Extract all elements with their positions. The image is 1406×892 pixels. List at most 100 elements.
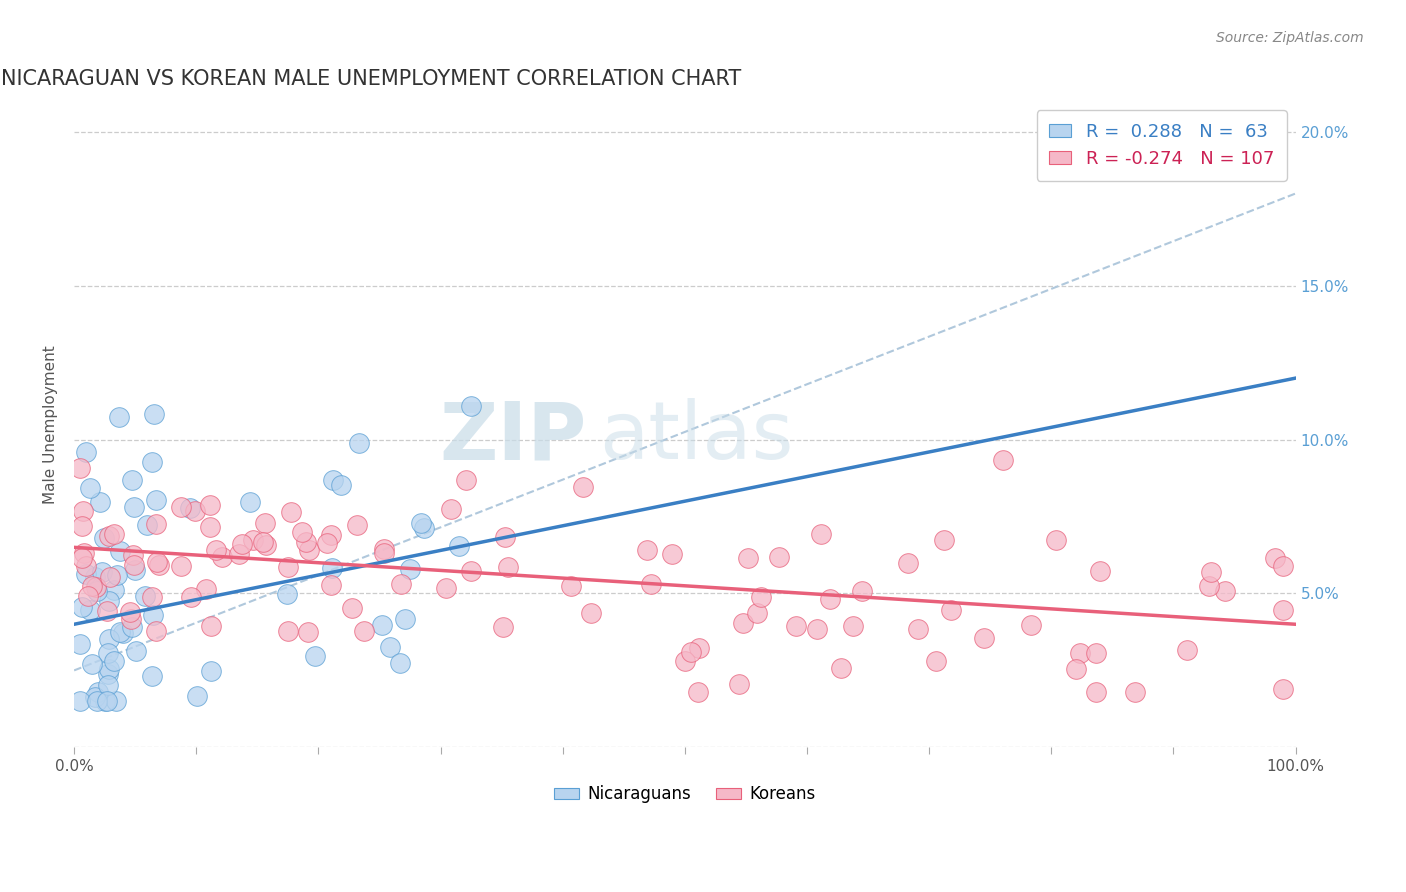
Point: [96, 694, 118, 708]
Point: [679, 644, 702, 658]
Point: [1085, 646, 1108, 660]
Point: [252, 535, 274, 549]
Point: [389, 656, 412, 670]
Point: [785, 618, 807, 632]
Point: [103, 582, 125, 597]
Point: [686, 685, 709, 699]
Point: [72, 519, 94, 533]
Point: [297, 625, 319, 640]
Text: NICARAGUAN VS KOREAN MALE UNEMPLOYMENT CORRELATION CHART: NICARAGUAN VS KOREAN MALE UNEMPLOYMENT C…: [1, 69, 741, 88]
Point: [97, 677, 120, 691]
Point: [145, 624, 167, 639]
Point: [636, 543, 658, 558]
Point: [121, 549, 143, 563]
Point: [673, 654, 696, 668]
Point: [1088, 564, 1111, 578]
Point: [134, 589, 156, 603]
Point: [319, 528, 342, 542]
Point: [1045, 533, 1067, 547]
Point: [380, 640, 402, 655]
Point: [97, 529, 120, 543]
Point: [560, 579, 582, 593]
Point: [373, 541, 395, 556]
Point: [104, 694, 127, 708]
Point: [579, 607, 602, 621]
Point: [239, 495, 262, 509]
Point: [211, 549, 233, 564]
Point: [434, 581, 457, 595]
Point: [98, 632, 121, 646]
Text: ZIP: ZIP: [440, 398, 588, 476]
Point: [897, 556, 920, 570]
Point: [276, 587, 298, 601]
Point: [1213, 583, 1236, 598]
Point: [183, 504, 205, 518]
Point: [1064, 662, 1087, 676]
Point: [110, 624, 132, 639]
Point: [73, 546, 96, 560]
Point: [79, 481, 101, 495]
Point: [87, 685, 110, 699]
Point: [69, 637, 91, 651]
Text: atlas: atlas: [599, 398, 794, 476]
Point: [1199, 565, 1222, 579]
Point: [148, 558, 170, 572]
Point: [70, 599, 93, 614]
Text: Source: ZipAtlas.com: Source: ZipAtlas.com: [1216, 31, 1364, 45]
Point: [141, 669, 163, 683]
Point: [80, 657, 103, 671]
Point: [1198, 579, 1220, 593]
Point: [198, 498, 221, 512]
Point: [110, 543, 132, 558]
Point: [1175, 643, 1198, 657]
Point: [932, 533, 955, 547]
Point: [973, 631, 995, 645]
Point: [842, 619, 865, 633]
Point: [112, 625, 135, 640]
Point: [72, 504, 94, 518]
Point: [96, 604, 118, 618]
Point: [496, 559, 519, 574]
Point: [124, 644, 146, 658]
Point: [661, 547, 683, 561]
Point: [145, 516, 167, 531]
Point: [90, 565, 112, 579]
Point: [907, 622, 929, 636]
Point: [298, 542, 321, 557]
Point: [851, 584, 873, 599]
Point: [97, 593, 120, 607]
Point: [121, 620, 143, 634]
Point: [70, 550, 93, 565]
Y-axis label: Male Unemployment: Male Unemployment: [44, 345, 58, 504]
Point: [449, 539, 471, 553]
Point: [69, 694, 91, 708]
Point: [103, 527, 125, 541]
Point: [98, 570, 121, 584]
Point: [204, 543, 226, 558]
Point: [86, 581, 108, 595]
Legend: Nicaraguans, Koreans: Nicaraguans, Koreans: [547, 779, 823, 810]
Point: [347, 436, 370, 450]
Point: [103, 655, 125, 669]
Point: [122, 558, 145, 572]
Point: [277, 559, 299, 574]
Point: [141, 591, 163, 605]
Point: [346, 517, 368, 532]
Point: [1019, 618, 1042, 632]
Point: [733, 616, 755, 631]
Point: [991, 453, 1014, 467]
Point: [745, 606, 768, 620]
Point: [1085, 685, 1108, 699]
Point: [688, 641, 710, 656]
Point: [97, 666, 120, 681]
Point: [231, 537, 253, 551]
Point: [200, 664, 222, 678]
Point: [1069, 646, 1091, 660]
Point: [170, 500, 193, 514]
Point: [640, 577, 662, 591]
Point: [97, 646, 120, 660]
Point: [460, 399, 482, 413]
Point: [304, 649, 326, 664]
Point: [86, 584, 108, 599]
Point: [412, 521, 434, 535]
